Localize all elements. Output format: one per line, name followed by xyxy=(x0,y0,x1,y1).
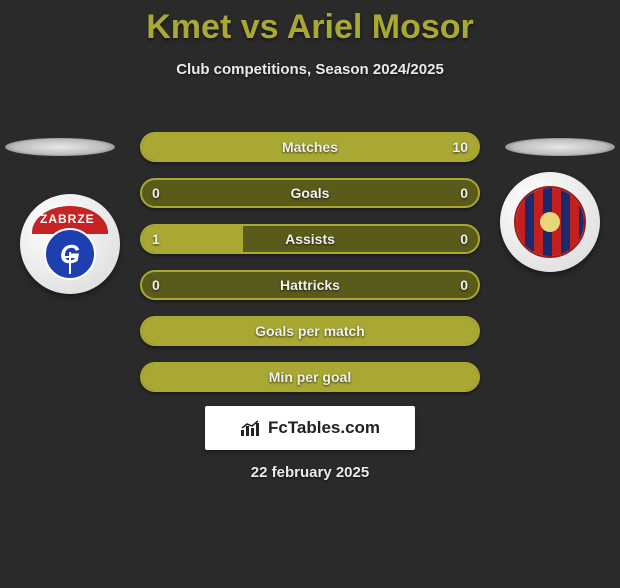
club-badge-right-inner xyxy=(514,186,586,258)
stat-row-goals-per-match: Goals per match xyxy=(140,316,480,346)
date-line: 22 february 2025 xyxy=(0,464,620,481)
stat-row-min-per-goal: Min per goal xyxy=(140,362,480,392)
brand-text: FcTables.com xyxy=(268,418,380,438)
stat-label: Goals per match xyxy=(142,318,478,344)
stat-row-goals: 0 Goals 0 xyxy=(140,178,480,208)
club-badge-left: ZABRZE G xyxy=(20,194,120,294)
stat-value-right: 0 xyxy=(460,180,468,206)
brand-chart-icon xyxy=(240,419,262,437)
player-shadow-left xyxy=(5,138,115,156)
stat-row-assists: 1 Assists 0 xyxy=(140,224,480,254)
stat-value-right: 0 xyxy=(460,226,468,252)
club-badge-left-cross-icon xyxy=(62,252,78,274)
stat-label: Matches xyxy=(142,134,478,160)
stat-row-hattricks: 0 Hattricks 0 xyxy=(140,270,480,300)
club-badge-right xyxy=(500,172,600,272)
stat-value-right: 10 xyxy=(452,134,468,160)
club-badge-right-ball-icon xyxy=(540,212,560,232)
stat-label: Hattricks xyxy=(142,272,478,298)
stat-label: Assists xyxy=(142,226,478,252)
page-title: Kmet vs Ariel Mosor xyxy=(0,8,620,47)
stat-label: Min per goal xyxy=(142,364,478,390)
club-badge-left-text: ZABRZE xyxy=(40,212,95,226)
stats-container: Matches 10 0 Goals 0 1 Assists 0 0 Hattr… xyxy=(140,132,480,408)
stat-value-right: 0 xyxy=(460,272,468,298)
brand-box[interactable]: FcTables.com xyxy=(205,406,415,450)
stat-label: Goals xyxy=(142,180,478,206)
stat-row-matches: Matches 10 xyxy=(140,132,480,162)
page-subtitle: Club competitions, Season 2024/2025 xyxy=(0,61,620,78)
player-shadow-right xyxy=(505,138,615,156)
